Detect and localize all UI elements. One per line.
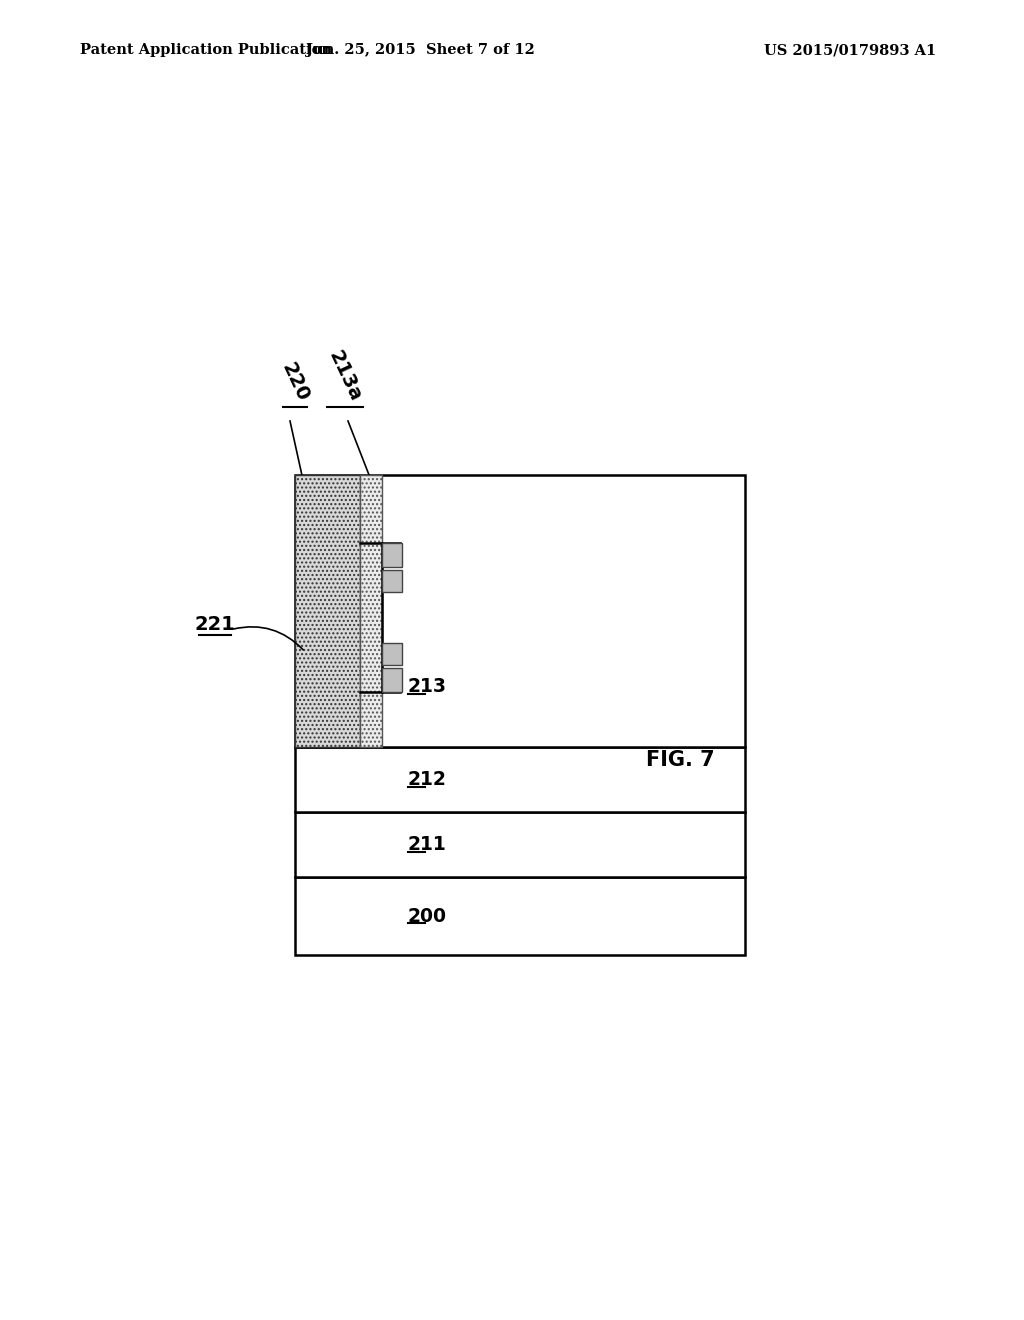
Text: Jun. 25, 2015  Sheet 7 of 12: Jun. 25, 2015 Sheet 7 of 12 (305, 44, 535, 57)
Bar (295, 812, 745, 876)
Bar (360, 475, 382, 747)
Bar (295, 876, 745, 954)
Text: 212: 212 (408, 770, 446, 789)
Text: 221: 221 (195, 615, 236, 634)
Text: FIG. 7: FIG. 7 (646, 750, 715, 770)
Text: Patent Application Publication: Patent Application Publication (80, 44, 332, 57)
Bar (382, 643, 402, 665)
Bar (295, 475, 745, 747)
Text: US 2015/0179893 A1: US 2015/0179893 A1 (764, 44, 936, 57)
Text: 220: 220 (278, 360, 312, 405)
Bar (382, 570, 402, 591)
Text: 213: 213 (408, 677, 446, 697)
Bar (295, 475, 360, 747)
Text: 200: 200 (408, 907, 446, 925)
Bar (382, 543, 402, 568)
Text: 213a: 213a (325, 348, 365, 405)
Text: 211: 211 (408, 836, 446, 854)
Bar (295, 747, 745, 812)
Bar (382, 668, 402, 692)
